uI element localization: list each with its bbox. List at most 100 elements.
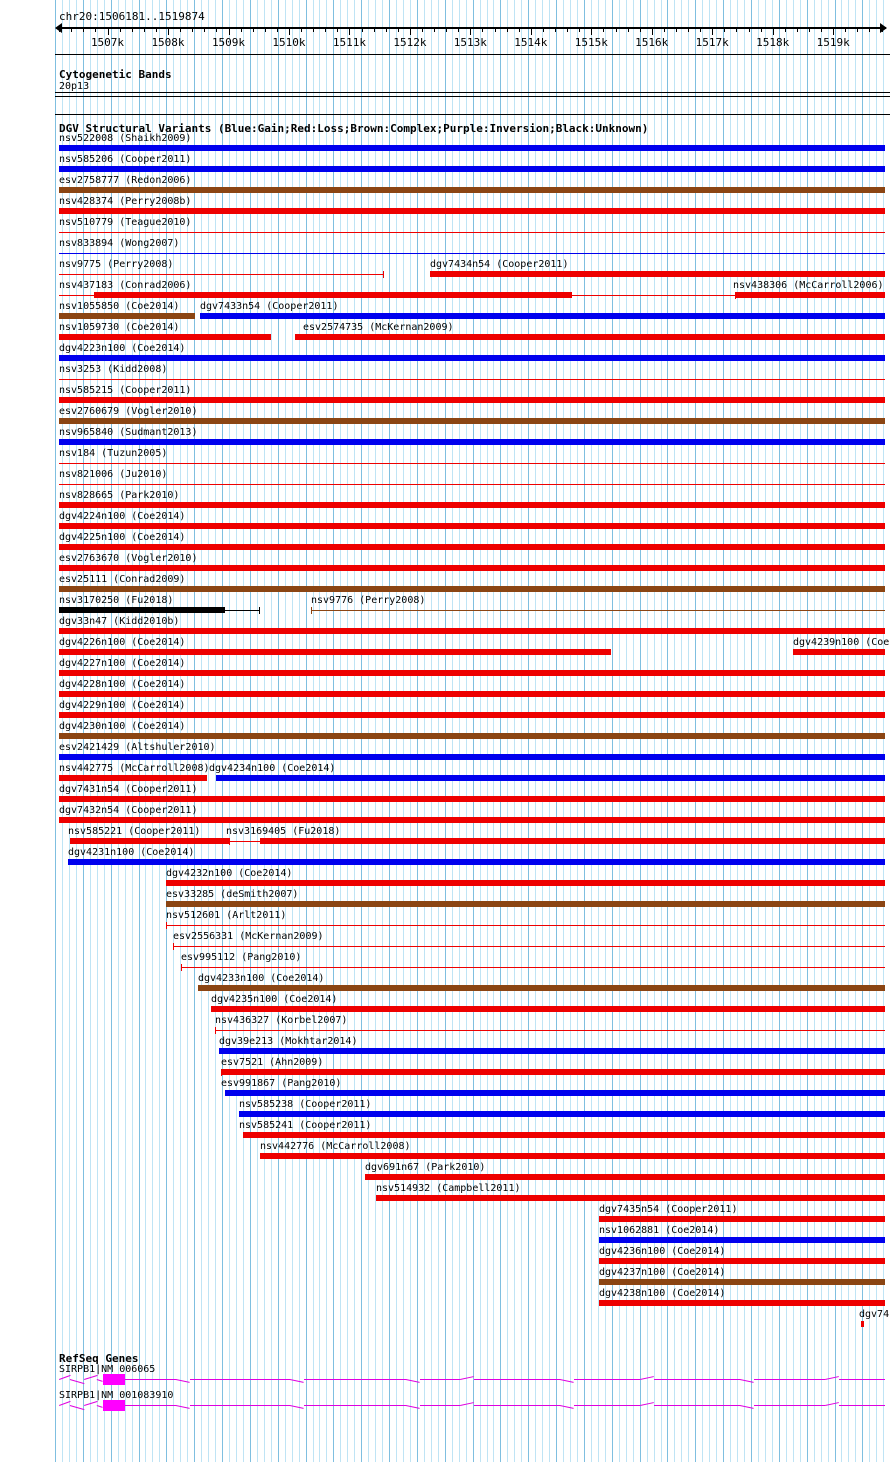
dgv-row[interactable]: dgv4229n100 (Coe2014): [0, 700, 890, 721]
dgv-row[interactable]: dgv4236n100 (Coe2014): [0, 1246, 890, 1267]
variant-bar[interactable]: [59, 649, 611, 655]
variant-bar[interactable]: [59, 463, 885, 464]
variant-bar[interactable]: [59, 817, 885, 823]
variant-bar[interactable]: [260, 838, 885, 844]
variant-bar[interactable]: [599, 1216, 885, 1222]
dgv-row[interactable]: dgv7431n54 (Cooper2011): [0, 784, 890, 805]
dgv-row[interactable]: dgv7435n54 (Cooper2011): [0, 1204, 890, 1225]
variant-bar[interactable]: [59, 274, 384, 275]
dgv-row[interactable]: nsv437183 (Conrad2006) nsv438306 (McCarro…: [0, 280, 890, 301]
dgv-row[interactable]: dgv4223n100 (Coe2014): [0, 343, 890, 364]
variant-bar[interactable]: [59, 334, 271, 340]
variant-bar[interactable]: [59, 208, 885, 214]
variant-bar[interactable]: [173, 946, 885, 947]
dgv-row[interactable]: dgv4225n100 (Coe2014): [0, 532, 890, 553]
variant-bar[interactable]: [198, 985, 885, 991]
variant-bar[interactable]: [59, 523, 885, 529]
variant-bar[interactable]: [243, 1132, 885, 1138]
dgv-row[interactable]: nsv585238 (Cooper2011): [0, 1099, 890, 1120]
variant-bar[interactable]: [181, 967, 885, 968]
dgv-row[interactable]: esv2556331 (McKernan2009): [0, 931, 890, 952]
dgv-row[interactable]: dgv7432n54 (Cooper2011): [0, 805, 890, 826]
variant-bar[interactable]: [59, 712, 885, 718]
dgv-row[interactable]: nsv3170250 (Fu2018) nsv9776 (Perry2008): [0, 595, 890, 616]
dgv-row[interactable]: esv2763670 (Vogler2010): [0, 553, 890, 574]
dgv-row[interactable]: nsv510779 (Teague2010): [0, 217, 890, 238]
gene-row[interactable]: SIRPB1|NM_006065: [0, 1364, 890, 1390]
gene-row[interactable]: SIRPB1|NM_001083910: [0, 1390, 890, 1416]
dgv-row[interactable]: nsv1062881 (Coe2014): [0, 1225, 890, 1246]
dgv-row[interactable]: dgv74: [0, 1309, 890, 1330]
dgv-row[interactable]: nsv828665 (Park2010): [0, 490, 890, 511]
variant-bar[interactable]: [59, 544, 885, 550]
variant-bar[interactable]: [239, 1111, 885, 1117]
dgv-row[interactable]: nsv442776 (McCarroll2008): [0, 1141, 890, 1162]
dgv-row[interactable]: nsv442775 (McCarroll2008) dgv4234n100 (Co…: [0, 763, 890, 784]
variant-bar[interactable]: [229, 841, 260, 842]
dgv-row[interactable]: dgv4224n100 (Coe2014): [0, 511, 890, 532]
dgv-row[interactable]: nsv585221 (Cooper2011) nsv3169405 (Fu2018…: [0, 826, 890, 847]
variant-bar[interactable]: [59, 565, 885, 571]
dgv-row[interactable]: esv2758777 (Redon2006): [0, 175, 890, 196]
variant-bar[interactable]: [295, 334, 885, 340]
dgv-row[interactable]: dgv4230n100 (Coe2014): [0, 721, 890, 742]
dgv-row[interactable]: nsv1055850 (Coe2014) dgv7433n54 (Cooper20…: [0, 301, 890, 322]
variant-bar[interactable]: [59, 628, 885, 634]
variant-bar[interactable]: [70, 838, 229, 844]
variant-bar[interactable]: [68, 859, 885, 865]
variant-bar[interactable]: [59, 775, 207, 781]
variant-bar[interactable]: [59, 670, 885, 676]
dgv-row[interactable]: nsv821006 (Ju2010): [0, 469, 890, 490]
variant-bar[interactable]: [260, 1153, 885, 1159]
dgv-row[interactable]: nsv585215 (Cooper2011): [0, 385, 890, 406]
dgv-row[interactable]: nsv522008 (Shaikh2009): [0, 133, 890, 154]
dgv-row[interactable]: nsv9775 (Perry2008) dgv7434n54 (Cooper201…: [0, 259, 890, 280]
dgv-row[interactable]: dgv4231n100 (Coe2014): [0, 847, 890, 868]
dgv-row[interactable]: nsv514932 (Campbell2011): [0, 1183, 890, 1204]
dgv-row[interactable]: dgv4237n100 (Coe2014): [0, 1267, 890, 1288]
variant-bar[interactable]: [59, 796, 885, 802]
dgv-row[interactable]: dgv4233n100 (Coe2014): [0, 973, 890, 994]
variant-bar[interactable]: [221, 1069, 885, 1075]
dgv-row[interactable]: esv995112 (Pang2010): [0, 952, 890, 973]
variant-bar[interactable]: [365, 1174, 885, 1180]
variant-bar[interactable]: [599, 1237, 885, 1243]
variant-bar[interactable]: [311, 610, 885, 611]
variant-bar[interactable]: [166, 880, 885, 886]
variant-bar[interactable]: [793, 649, 885, 655]
variant-bar[interactable]: [59, 439, 885, 445]
variant-bar[interactable]: [59, 691, 885, 697]
variant-bar[interactable]: [219, 1048, 885, 1054]
dgv-row[interactable]: dgv691n67 (Park2010): [0, 1162, 890, 1183]
variant-bar[interactable]: [376, 1195, 885, 1201]
variant-bar[interactable]: [59, 295, 94, 296]
dgv-row[interactable]: dgv39e213 (Mokhtar2014): [0, 1036, 890, 1057]
variant-bar[interactable]: [166, 901, 885, 907]
variant-bar[interactable]: [736, 292, 885, 298]
variant-bar[interactable]: [166, 925, 885, 926]
variant-bar[interactable]: [215, 1030, 885, 1031]
dgv-row[interactable]: dgv4235n100 (Coe2014): [0, 994, 890, 1015]
dgv-row[interactable]: nsv585241 (Cooper2011): [0, 1120, 890, 1141]
dgv-row[interactable]: nsv512601 (Arlt2011): [0, 910, 890, 931]
dgv-row[interactable]: dgv4238n100 (Coe2014): [0, 1288, 890, 1309]
variant-bar[interactable]: [94, 292, 572, 298]
variant-bar[interactable]: [59, 187, 885, 193]
dgv-row[interactable]: nsv184 (Tuzun2005): [0, 448, 890, 469]
variant-bar[interactable]: [59, 379, 885, 380]
exon-block[interactable]: [103, 1400, 125, 1411]
variant-bar[interactable]: [59, 502, 885, 508]
dgv-row[interactable]: dgv4227n100 (Coe2014): [0, 658, 890, 679]
dgv-row[interactable]: esv2760679 (Vogler2010): [0, 406, 890, 427]
dgv-row[interactable]: nsv428374 (Perry2008b): [0, 196, 890, 217]
dgv-row[interactable]: nsv1059730 (Coe2014) esv2574735 (McKernan…: [0, 322, 890, 343]
variant-bar[interactable]: [59, 232, 885, 233]
variant-bar[interactable]: [59, 355, 885, 361]
dgv-row[interactable]: dgv33n47 (Kidd2010b): [0, 616, 890, 637]
variant-bar[interactable]: [861, 1321, 864, 1327]
dgv-row[interactable]: dgv4228n100 (Coe2014): [0, 679, 890, 700]
variant-bar[interactable]: [59, 733, 885, 739]
dgv-row[interactable]: esv991867 (Pang2010): [0, 1078, 890, 1099]
dgv-row[interactable]: dgv4232n100 (Coe2014): [0, 868, 890, 889]
variant-bar[interactable]: [599, 1258, 885, 1264]
